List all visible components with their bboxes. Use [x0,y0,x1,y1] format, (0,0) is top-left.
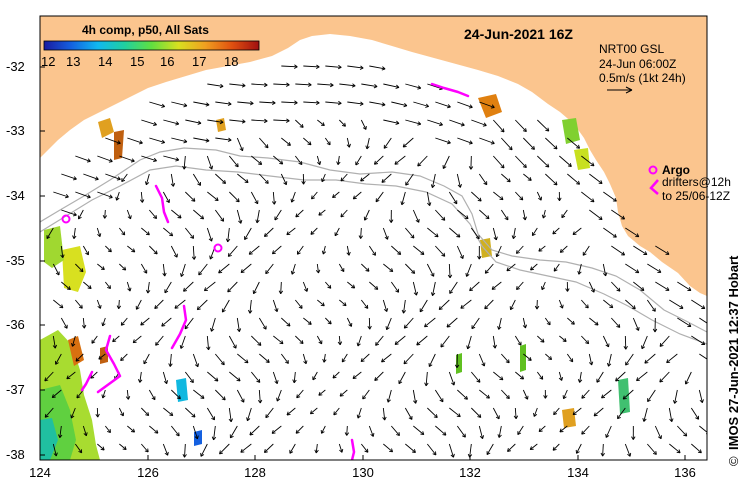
imos-credit: IMOS 27-Jun-2021 12:37 Hobart [726,255,741,450]
colorbar-tick: 12 [41,54,55,69]
colorbar-tick: 18 [224,54,238,69]
currents-model-label: NRT00 GSL [599,42,664,56]
map-datetime-title: 24-Jun-2021 16Z [464,26,573,42]
lon-label: 134 [567,465,589,480]
lat-label: -34 [6,188,25,203]
lat-label: -37 [6,382,25,397]
colorbar-tick: 13 [66,54,80,69]
currents-scale-label: 0.5m/s (1kt 24h) [599,71,686,85]
current-arrow-head [709,324,713,327]
lon-label: 132 [459,465,481,480]
colorbar-title: 4h comp, p50, All Sats [82,23,209,37]
lon-label: 124 [29,465,51,480]
colorbar-tick: 15 [130,54,144,69]
current-arrow [281,282,282,294]
colorbar-tick: 16 [160,54,174,69]
copyright-symbol: © [726,456,741,466]
colorbar-tick: 17 [192,54,206,69]
current-arrow-head [709,360,713,363]
lon-label: 130 [352,465,374,480]
lat-label: -36 [6,317,25,332]
drifters-label: drifters@12h [662,175,731,189]
colorbar-tick: 14 [98,54,112,69]
lat-label: -32 [6,59,25,74]
lat-label: -33 [6,123,25,138]
lat-label: -38 [6,447,25,462]
lat-label: -35 [6,253,25,268]
lon-label: 128 [244,465,266,480]
colorbar-gradient [44,41,259,50]
lon-label: 126 [137,465,159,480]
lon-label: 136 [674,465,696,480]
currents-datetime-label: 24-Jun 06:00Z [599,57,676,71]
latitude-axis: -32 -33 -34 -35 -36 -37 -38 [6,59,45,462]
drifters-to-label: to 25/06-12Z [662,189,730,203]
